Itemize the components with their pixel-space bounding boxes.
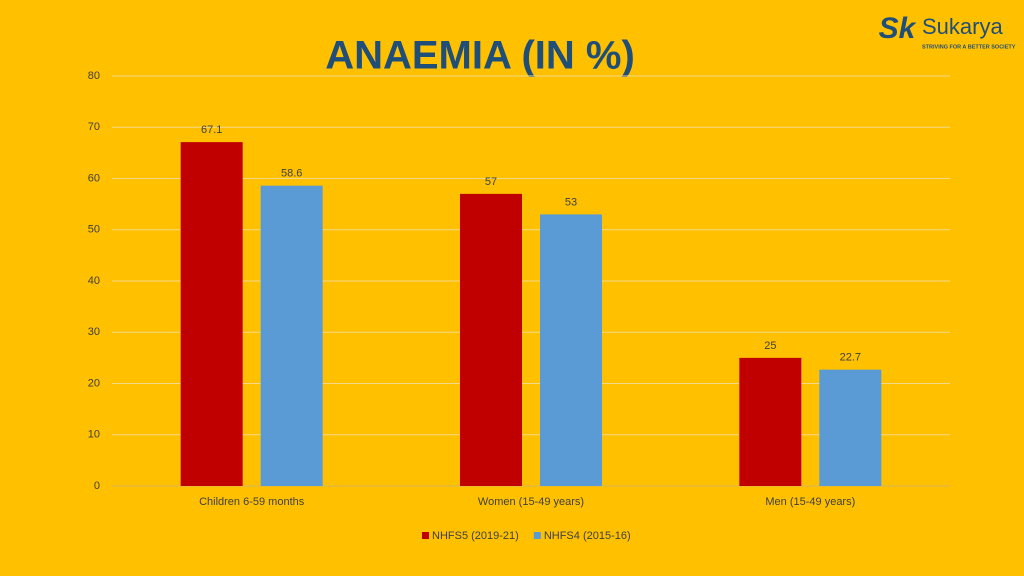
logo-mark: Sk (879, 12, 917, 45)
y-tick-label: 10 (88, 429, 100, 441)
y-tick-label: 80 (88, 70, 100, 82)
legend-swatch (422, 532, 429, 539)
bar (260, 185, 323, 487)
bar (180, 142, 243, 487)
bar (460, 193, 522, 486)
y-tick-label: 40 (88, 275, 100, 287)
value-label: 53 (565, 196, 577, 208)
value-label: 58.6 (281, 168, 302, 180)
x-tick-label: Women (15-49 years) (478, 496, 584, 508)
chart-title: ANAEMIA (IN %) (325, 34, 635, 78)
logo: Sk Sukarya STRIVING FOR A BETTER SOCIETY (879, 12, 1016, 51)
legend-label: NHFS4 (2015-16) (544, 530, 631, 542)
value-label: 22.7 (840, 352, 861, 364)
legend-label: NHFS5 (2019-21) (432, 530, 519, 542)
y-tick-label: 70 (88, 121, 100, 133)
value-label: 25 (764, 340, 776, 352)
legend-swatch (533, 532, 541, 539)
logo-tagline: STRIVING FOR A BETTER SOCIETY (922, 44, 1016, 50)
value-label: 67.1 (201, 124, 222, 136)
y-tick-label: 50 (88, 224, 100, 236)
x-tick-label: Children 6-59 months (199, 496, 305, 508)
y-tick-label: 30 (88, 326, 100, 338)
y-tick-label: 60 (88, 172, 100, 184)
y-tick-label: 20 (88, 377, 100, 389)
y-tick-label: 0 (94, 480, 100, 492)
bar (819, 369, 882, 486)
bar (540, 214, 602, 486)
logo-name: Sukarya (922, 14, 1003, 39)
bar (739, 357, 802, 486)
value-label: 57 (485, 176, 497, 188)
x-tick-label: Men (15-49 years) (765, 496, 855, 508)
